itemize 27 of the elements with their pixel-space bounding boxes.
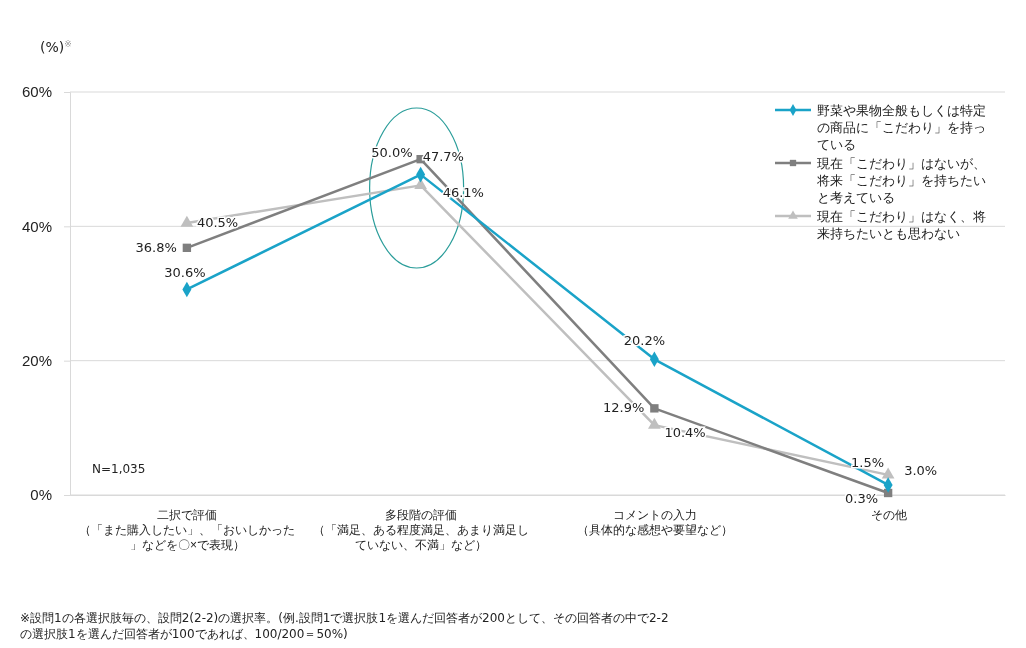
y-tick-label: 20% (21, 351, 52, 369)
point (881, 467, 895, 479)
text: 1.5% (851, 454, 885, 470)
text: 3.0% (904, 462, 938, 478)
point (650, 404, 659, 413)
point (182, 243, 192, 253)
x-tick-label: コメントの入力（具体的な感想や要望など） (576, 508, 733, 537)
x-tick-label: その他 (870, 508, 907, 522)
x-tick-label: 多段階の評価（「満足、ある程度満足、あまり満足していない、不満」など） (313, 508, 530, 552)
y-tick-label: 60% (21, 83, 52, 101)
point (180, 215, 194, 227)
text: 0.3% (845, 490, 879, 506)
annotation: N=1,035 (92, 462, 146, 476)
legend-label: 現在「こだわり」はなく、将来持ちたいとも思わない (817, 209, 986, 241)
point (648, 417, 661, 429)
text: ※設問1の各選択肢毎の、設問2(2-2)の選択率。(例.設問1で選択肢1を選んだ回答者が200として、その回答者の中で2-2 の選択肢1を選んだ回答者が100であれば、100/200＝50%) (20, 611, 669, 641)
y-tick-label: 0% (30, 486, 52, 504)
legend-label: 現在「こだわり」はないが、将来「こだわり」を持ちたいと考えている (816, 156, 986, 205)
text: 30.6% (164, 265, 206, 281)
y-tick-label: 40% (21, 217, 52, 235)
text: 40.5% (196, 214, 239, 230)
text: 12.9% (603, 400, 645, 416)
y-axis-title: (%)$^{※}$ (40, 39, 72, 55)
legend-label: 野菜や果物全般もしくは特定の商品に「こだわり」を持っている (817, 103, 986, 152)
text: 10.4% (664, 425, 706, 441)
x-tick-label: 二択で評価（「また購入したい」、「おいしかった」などを〇×で表現） (79, 508, 296, 552)
text: 36.8% (135, 239, 177, 255)
